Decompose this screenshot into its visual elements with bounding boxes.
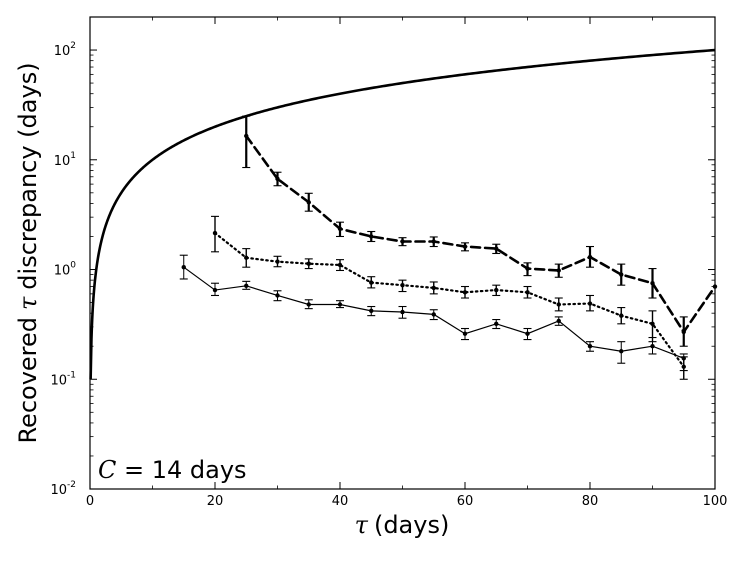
y-tick-exponent-4: 2 [70, 41, 76, 51]
plot-layer [89, 48, 718, 380]
y-tick-label-2: 100 [54, 261, 77, 279]
y-tick-label-4: 102 [54, 41, 76, 59]
series-2-point-9 [494, 287, 499, 293]
series-1-point-4 [369, 234, 374, 239]
series-1-point-14 [681, 329, 686, 335]
series-1-point-2 [306, 200, 311, 205]
series-2-point-5 [369, 280, 374, 285]
series-2-point-6 [400, 282, 405, 288]
y-tick-exponent-2: 0 [70, 261, 76, 271]
series-1-point-9 [525, 266, 530, 271]
series-2-point-14 [650, 321, 655, 327]
series-3-point-5 [337, 302, 343, 307]
x-tick-label-3: 60 [457, 494, 474, 509]
x-axis-label: τ (days) [355, 511, 450, 539]
x-tick-label-1: 20 [207, 494, 224, 509]
series-1-point-7 [462, 244, 468, 249]
x-tick-label-5: 100 [703, 494, 728, 509]
x-tick-label-2: 40 [332, 494, 349, 509]
x-axis-text: (days) [374, 511, 449, 539]
annotation-symbol: C [98, 456, 116, 484]
y-tick-label-3: 101 [54, 151, 76, 169]
series-3-point-3 [275, 293, 280, 298]
y-axis-symbol: τ [14, 296, 42, 310]
series-1-point-0 [244, 133, 249, 139]
annotation: C = 14 days [98, 456, 247, 484]
series-1-point-8 [494, 246, 499, 251]
series-3-point-6 [369, 308, 374, 314]
y-tick-label-1: 10-1 [50, 370, 76, 388]
series-2-point-13 [619, 313, 624, 318]
annotation-text: = 14 days [116, 456, 246, 484]
series-0-line [89, 48, 716, 380]
series-3-point-13 [587, 344, 593, 349]
series-3-point-0 [181, 264, 186, 270]
plot-frame [89, 16, 716, 490]
series-2-point-1 [244, 255, 249, 260]
series-1-point-6 [431, 239, 436, 244]
x-axis-symbol: τ [355, 511, 369, 539]
series-1-point-3 [337, 226, 343, 231]
series-1-point-13 [650, 281, 655, 286]
series-2-point-12 [587, 301, 593, 306]
series-3-point-11 [525, 331, 530, 336]
series-1-line [244, 134, 717, 335]
series-3-point-4 [306, 302, 311, 307]
series-3-point-14 [619, 349, 624, 354]
series-3-point-10 [494, 321, 499, 327]
series-1-point-10 [556, 268, 561, 273]
y-axis-prefix: Recovered [14, 317, 42, 444]
y-tick-exponent-0: -2 [67, 480, 76, 490]
series-2-point-7 [431, 285, 436, 291]
series-2-point-3 [306, 261, 311, 266]
series-3-point-8 [431, 312, 436, 317]
series-3-point-1 [212, 287, 218, 293]
y-axis-suffix: discrepancy (days) [14, 62, 42, 289]
y-axis-label: Recovered τ discrepancy (days) [14, 62, 42, 443]
y-tick-exponent-3: 1 [70, 151, 76, 161]
series-3-point-2 [244, 283, 249, 289]
series-1-point-5 [400, 239, 405, 244]
series-2-point-8 [462, 290, 468, 295]
series-3-point-7 [400, 309, 405, 315]
series-1-point-11 [587, 254, 593, 260]
y-tick-exponent-1: -1 [67, 370, 76, 380]
x-tick-label-0: 0 [86, 494, 94, 509]
y-tick-label-0: 10-2 [50, 480, 76, 498]
series-2-point-0 [212, 230, 218, 236]
series-3-point-16 [681, 356, 686, 361]
series-2-point-11 [556, 302, 561, 307]
series-2-line [213, 231, 685, 368]
series-2-point-2 [275, 259, 280, 264]
series-3-point-9 [462, 331, 468, 336]
series-2-point-4 [337, 262, 343, 268]
series-2-point-10 [525, 290, 530, 295]
series-1-point-12 [619, 272, 624, 277]
series-3-point-12 [556, 318, 561, 324]
series-3-point-15 [650, 344, 655, 349]
x-tick-label-4: 80 [582, 494, 599, 509]
series-1-point-1 [275, 176, 280, 182]
